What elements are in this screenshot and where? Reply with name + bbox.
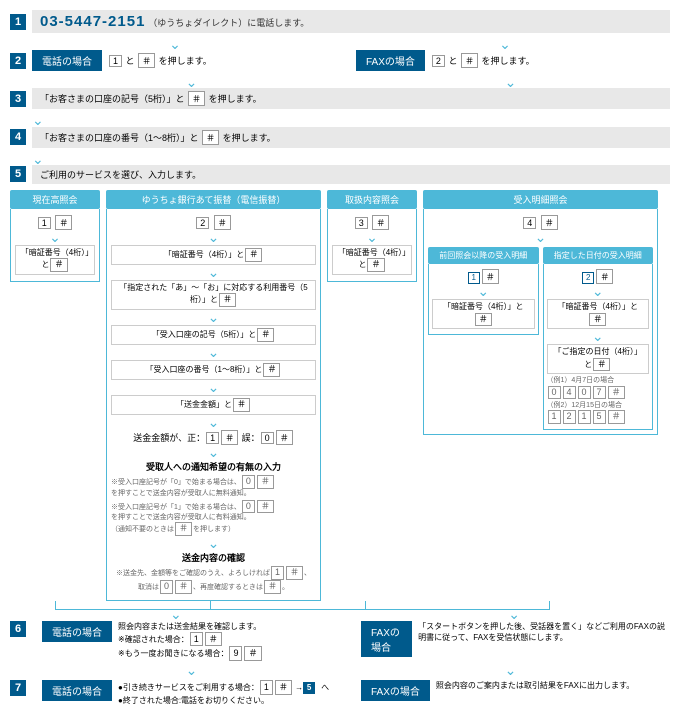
step-number: 6 bbox=[10, 621, 26, 637]
example-1: （例1）4月7日の場合 0407＃ bbox=[547, 376, 650, 399]
fax-text: 照会内容のご案内または取引結果をFAXに出力します。 bbox=[436, 680, 634, 691]
instruction-box: 「受入口座の番号（1〜8桁）」と＃ bbox=[111, 360, 316, 380]
fax-case-label: FAXの場合 bbox=[361, 621, 412, 657]
step-3: 3 「お客さまの口座の記号（5桁）」と ＃ を押します。 bbox=[10, 88, 670, 109]
example-2: （例2）12月15日の場合 1215＃ bbox=[547, 401, 650, 424]
step-ref: 5 bbox=[303, 682, 315, 694]
phone-number: 03-5447-2151 bbox=[40, 13, 145, 30]
fax-case-label: FAXの場合 bbox=[361, 680, 430, 701]
key-hash: ＃ bbox=[461, 53, 478, 68]
branch-header: 取扱内容照会 bbox=[327, 190, 417, 209]
notify-heading: 受取人への通知希望の有無の入力 bbox=[111, 460, 316, 473]
instruction-box: 「暗証番号（4桁）」と＃ bbox=[547, 299, 650, 329]
sub-branch-prev: 前回照会以降の受入明細 1＃ ⌄ 「暗証番号（4桁）」と＃ bbox=[428, 247, 539, 430]
key-1: 1 bbox=[109, 55, 122, 67]
phone-text: ●引き続きサービスをご利用する場合：1＃ →5へ ●終了された場合:電話をお切り… bbox=[118, 680, 329, 706]
step-number: 3 bbox=[10, 91, 26, 107]
amount-confirm: 送金金額が、正：1＃ 誤：0＃ bbox=[111, 430, 316, 445]
connector: ⌄ ⌄ bbox=[10, 601, 670, 617]
sub-key: 1＃ bbox=[432, 269, 535, 284]
key-2: 2 bbox=[432, 55, 445, 67]
instruction-box: 「指定された「あ」〜「お」に対応する利用番号（5桁）」と＃ bbox=[111, 280, 316, 310]
instruction-box: 「送金金額」と＃ bbox=[111, 395, 316, 415]
branch-key: 3 ＃ bbox=[332, 215, 412, 230]
instruction-bar: ご利用のサービスを選び、入力します。 bbox=[32, 165, 670, 184]
instruction-box: 「暗証番号（4桁）」と＃ bbox=[15, 245, 95, 275]
branch-history: 取扱内容照会 3 ＃ ⌄ 「暗証番号（4桁）」と＃ bbox=[327, 190, 417, 601]
branch-header: ゆうちょ銀行あて振替（電信振替） bbox=[106, 190, 321, 209]
instruction-box: 「暗証番号（4桁）」と＃ bbox=[111, 245, 316, 265]
arrow-row: ⌄⌄ bbox=[10, 665, 670, 676]
branch-key: 1 ＃ bbox=[15, 215, 95, 230]
branch-receipt: 受入明細照会 4 ＃ ⌄ 前回照会以降の受入明細 1＃ ⌄ 「暗証番号（4桁）」… bbox=[423, 190, 658, 601]
note: ※受入口座記号が「0」で始まる場合は、0＃を押すことで送金内容が受取人に無料通知… bbox=[111, 475, 316, 498]
arrow-down: ⌄ bbox=[10, 115, 670, 126]
step-1: 1 03-5447-2151 （ゆうちょダイレクト）に電話します。 bbox=[10, 10, 670, 33]
phone-case-label: 電話の場合 bbox=[42, 680, 112, 701]
key-hash: ＃ bbox=[202, 130, 219, 145]
branch-key: 2 ＃ bbox=[111, 215, 316, 230]
branch-transfer: ゆうちょ銀行あて振替（電信振替） 2 ＃ ⌄ 「暗証番号（4桁）」と＃ ⌄ 「指… bbox=[106, 190, 321, 601]
instruction-bar: 「お客さまの口座の番号（1〜8桁）」と ＃ を押します。 bbox=[32, 127, 670, 148]
instruction-box: 「受入口座の記号（5桁）」と＃ bbox=[111, 325, 316, 345]
phone-case-label: 電話の場合 bbox=[42, 621, 112, 642]
branch-key: 4 ＃ bbox=[428, 215, 653, 230]
step-2: 2 電話の場合 1 と ＃ を押します。 FAXの場合 2 と ＃ を押します。 bbox=[10, 50, 670, 71]
sub-header: 指定した日付の受入明細 bbox=[543, 247, 654, 264]
step-number: 1 bbox=[10, 14, 26, 30]
branch-header: 現在高照会 bbox=[10, 190, 100, 209]
step-number: 2 bbox=[10, 53, 26, 69]
step-4: 4 「お客さまの口座の番号（1〜8桁）」と ＃ を押します。 bbox=[10, 127, 670, 148]
branch-balance: 現在高照会 1 ＃ ⌄ 「暗証番号（4桁）」と＃ bbox=[10, 190, 100, 601]
arrow-down: ⌄ bbox=[10, 154, 670, 165]
step-number: 4 bbox=[10, 129, 26, 145]
instruction-box: 「ご指定の日付（4桁）」と＃ bbox=[547, 344, 650, 374]
phone-case-label: 電話の場合 bbox=[32, 50, 102, 71]
sub-branches: 前回照会以降の受入明細 1＃ ⌄ 「暗証番号（4桁）」と＃ 指定した日付の受入明… bbox=[428, 247, 653, 430]
sub-branch-date: 指定した日付の受入明細 2＃ ⌄ 「暗証番号（4桁）」と＃ ⌄ 「ご指定の日付（… bbox=[543, 247, 654, 430]
branch-header: 受入明細照会 bbox=[423, 190, 658, 209]
step-7: 7 電話の場合 ●引き続きサービスをご利用する場合：1＃ →5へ ●終了された場… bbox=[10, 680, 670, 706]
fax-case-label: FAXの場合 bbox=[356, 50, 425, 71]
note: ※送金先、金額等をご確認のうえ、よろしければ1＃、 取消は0＃、再度確認するとき… bbox=[111, 566, 316, 593]
phone-bar: 03-5447-2151 （ゆうちょダイレクト）に電話します。 bbox=[32, 10, 670, 33]
fax-instruction: 2 と ＃ を押します。 bbox=[431, 53, 535, 68]
phone-text: 照会内容または送金結果を確認します。 ※確認された場合：1＃ ※もう一度お聞きに… bbox=[118, 621, 263, 661]
sub-header: 前回照会以降の受入明細 bbox=[428, 247, 539, 264]
key-hash: ＃ bbox=[138, 53, 155, 68]
key-hash: ＃ bbox=[188, 91, 205, 106]
phone-instruction: 1 と ＃ を押します。 bbox=[108, 53, 212, 68]
instruction-box: 「暗証番号（4桁）」と＃ bbox=[432, 299, 535, 329]
step-5: 5 ご利用のサービスを選び、入力します。 bbox=[10, 165, 670, 184]
instruction-bar: 「お客さまの口座の記号（5桁）」と ＃ を押します。 bbox=[32, 88, 670, 109]
note: ※受入口座記号が「1」で始まる場合は、0＃を押すことで送金内容が受取人に有料通知… bbox=[111, 500, 316, 536]
step-6: 6 電話の場合 照会内容または送金結果を確認します。 ※確認された場合：1＃ ※… bbox=[10, 621, 670, 661]
confirm-heading: 送金内容の確認 bbox=[111, 551, 316, 564]
phone-note: （ゆうちょダイレクト）に電話します。 bbox=[148, 18, 309, 28]
fax-text: 「スタートボタンを押した後、受話器を置く」などご利用のFAXの説明書に従って、F… bbox=[418, 621, 670, 643]
service-branches: 現在高照会 1 ＃ ⌄ 「暗証番号（4桁）」と＃ ゆうちょ銀行あて振替（電信振替… bbox=[10, 190, 670, 601]
arrow-split: ⌄ ⌄ bbox=[10, 39, 670, 50]
instruction-box: 「暗証番号（4桁）」と＃ bbox=[332, 245, 412, 275]
step-number: 7 bbox=[10, 680, 26, 696]
step-number: 5 bbox=[10, 166, 26, 182]
arrow-row: ⌄⌄ bbox=[10, 77, 670, 88]
sub-key: 2＃ bbox=[547, 269, 650, 284]
